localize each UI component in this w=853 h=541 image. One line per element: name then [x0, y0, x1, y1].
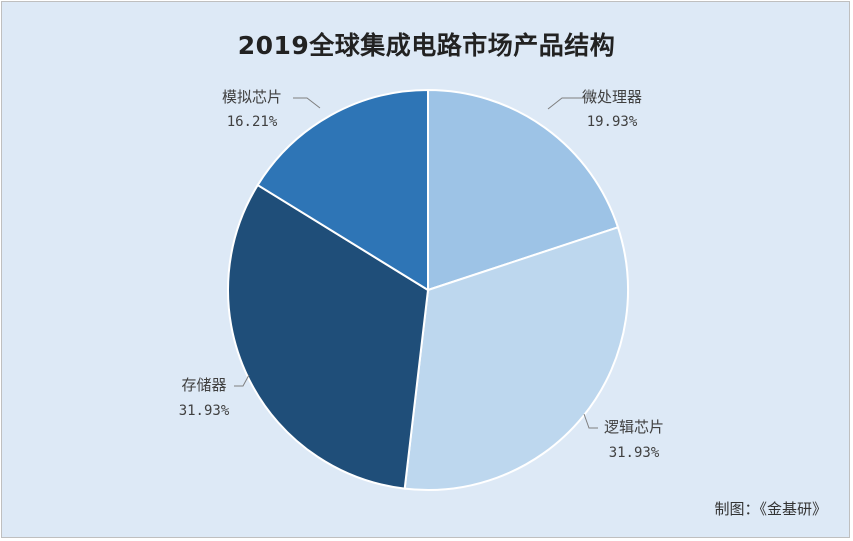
- source-credit: 制图：《金基研》: [714, 500, 827, 518]
- slice-value: 16.21%: [227, 114, 278, 130]
- slice-value: 31.93%: [609, 445, 660, 461]
- leader-line: [547, 97, 597, 110]
- leader-line: [234, 374, 250, 387]
- slice-label: 逻辑芯片: [604, 418, 664, 436]
- leader-line: [293, 97, 321, 109]
- chart-title: 2019全球集成电路市场产品结构: [237, 31, 616, 60]
- leader-line: [583, 413, 598, 429]
- pie-slice: [427, 88, 620, 292]
- slice-value: 19.93%: [587, 114, 638, 130]
- slice-value: 31.93%: [179, 403, 230, 419]
- slice-label: 微处理器: [582, 88, 642, 106]
- slice-label: 模拟芯片: [222, 88, 282, 106]
- slice-labels: 微处理器 19.93% 逻辑芯片 31.93% 存储器 31.93% 模拟芯片 16.21%: [179, 88, 664, 461]
- pie-slices: [227, 88, 629, 492]
- pie-slice: [256, 88, 429, 292]
- leader-lines: [234, 97, 598, 429]
- pie-slice: [403, 226, 629, 492]
- slice-label: 存储器: [181, 376, 226, 394]
